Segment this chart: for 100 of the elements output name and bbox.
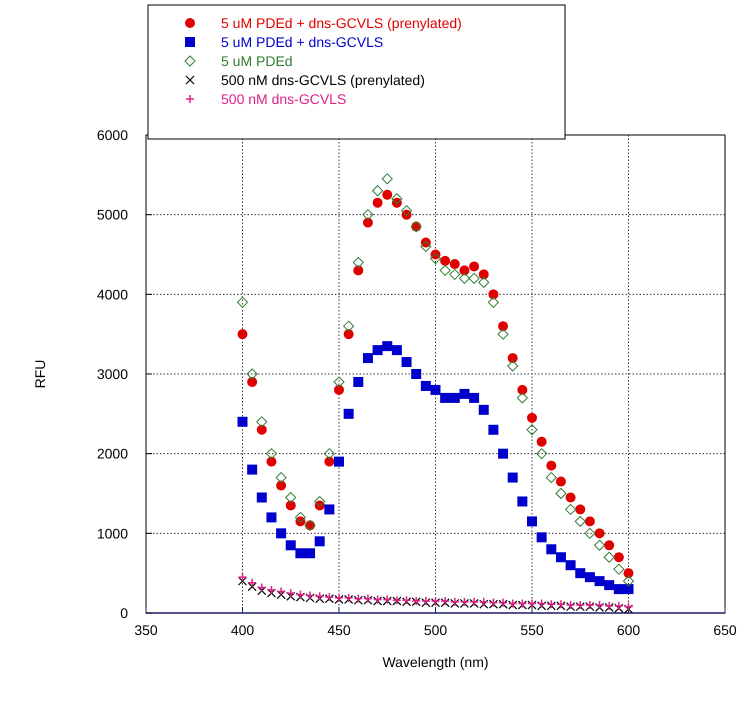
point bbox=[526, 424, 538, 436]
point bbox=[324, 504, 334, 514]
x-axis-title: Wavelength (nm) bbox=[382, 654, 489, 670]
point bbox=[247, 578, 257, 588]
point bbox=[294, 512, 306, 523]
point bbox=[536, 532, 547, 542]
point bbox=[295, 548, 306, 558]
point bbox=[574, 516, 586, 527]
point bbox=[469, 392, 480, 403]
point bbox=[246, 368, 258, 380]
legend-label: 5 uM PDEd bbox=[221, 53, 293, 69]
point bbox=[334, 376, 344, 388]
x-tick-label: 600 bbox=[616, 622, 640, 638]
point bbox=[324, 456, 334, 467]
point bbox=[488, 424, 498, 435]
point bbox=[256, 424, 267, 435]
point bbox=[324, 448, 335, 460]
point bbox=[247, 464, 258, 475]
point bbox=[343, 320, 354, 332]
point bbox=[468, 272, 480, 284]
point bbox=[556, 476, 566, 487]
x-tick-label: 400 bbox=[230, 622, 254, 638]
point bbox=[344, 329, 354, 340]
point bbox=[440, 392, 450, 403]
point bbox=[565, 504, 576, 515]
point bbox=[614, 552, 624, 562]
point bbox=[362, 218, 373, 228]
point bbox=[613, 564, 624, 575]
point bbox=[556, 552, 566, 562]
point bbox=[382, 190, 392, 200]
y-tick-label: 0 bbox=[120, 605, 128, 621]
x-tick-label: 500 bbox=[424, 622, 448, 638]
point bbox=[488, 296, 499, 308]
point bbox=[420, 380, 431, 391]
point bbox=[449, 268, 460, 280]
legend-label: 5 uM PDEd + dns-GCVLS bbox=[221, 34, 384, 50]
point bbox=[285, 492, 296, 503]
point bbox=[420, 241, 432, 252]
point bbox=[604, 552, 615, 563]
point bbox=[238, 576, 248, 586]
point bbox=[430, 252, 441, 264]
point bbox=[266, 448, 277, 460]
point bbox=[624, 602, 634, 612]
point bbox=[516, 392, 528, 404]
point bbox=[440, 264, 451, 276]
point bbox=[459, 388, 470, 399]
point bbox=[305, 548, 316, 558]
point bbox=[575, 568, 586, 578]
point bbox=[353, 265, 364, 276]
point bbox=[478, 269, 489, 280]
point bbox=[478, 404, 489, 415]
point bbox=[527, 412, 537, 423]
point bbox=[594, 528, 605, 538]
point bbox=[238, 329, 248, 340]
point bbox=[584, 572, 595, 582]
point bbox=[257, 582, 267, 592]
point bbox=[584, 516, 595, 526]
y-tick-label: 4000 bbox=[96, 286, 128, 302]
legend-label: 500 nM dns-GCVLS (prenylated) bbox=[221, 72, 425, 88]
y-tick-label: 2000 bbox=[96, 446, 128, 462]
point bbox=[238, 572, 248, 582]
point bbox=[256, 492, 267, 502]
point bbox=[276, 586, 286, 596]
point bbox=[247, 376, 258, 387]
point bbox=[276, 472, 287, 484]
point bbox=[478, 276, 490, 288]
point bbox=[624, 568, 634, 578]
point bbox=[237, 296, 248, 308]
point bbox=[314, 496, 326, 507]
point bbox=[362, 353, 373, 364]
point bbox=[334, 456, 344, 467]
point bbox=[391, 193, 402, 204]
point bbox=[498, 321, 508, 332]
point bbox=[624, 584, 634, 594]
point bbox=[238, 416, 248, 427]
point bbox=[584, 528, 596, 539]
point bbox=[604, 540, 614, 550]
point bbox=[286, 588, 296, 598]
point bbox=[286, 500, 296, 510]
point bbox=[507, 360, 518, 372]
x-tick-label: 650 bbox=[713, 622, 737, 638]
point bbox=[256, 416, 268, 428]
point bbox=[372, 185, 384, 196]
x-tick-label: 550 bbox=[520, 622, 544, 638]
point bbox=[508, 472, 518, 483]
point bbox=[402, 357, 412, 368]
point bbox=[266, 585, 276, 595]
y-tick-label: 3000 bbox=[96, 366, 128, 382]
point bbox=[314, 536, 325, 546]
point bbox=[276, 480, 286, 491]
point bbox=[334, 384, 344, 395]
legend-label: 500 nM dns-GCVLS bbox=[221, 91, 346, 107]
point bbox=[296, 590, 306, 600]
point bbox=[352, 256, 364, 268]
y-tick-label: 1000 bbox=[96, 525, 128, 542]
point bbox=[594, 576, 605, 586]
x-tick-label: 450 bbox=[327, 622, 351, 638]
point bbox=[276, 528, 286, 538]
point bbox=[566, 560, 576, 570]
point bbox=[344, 408, 354, 419]
